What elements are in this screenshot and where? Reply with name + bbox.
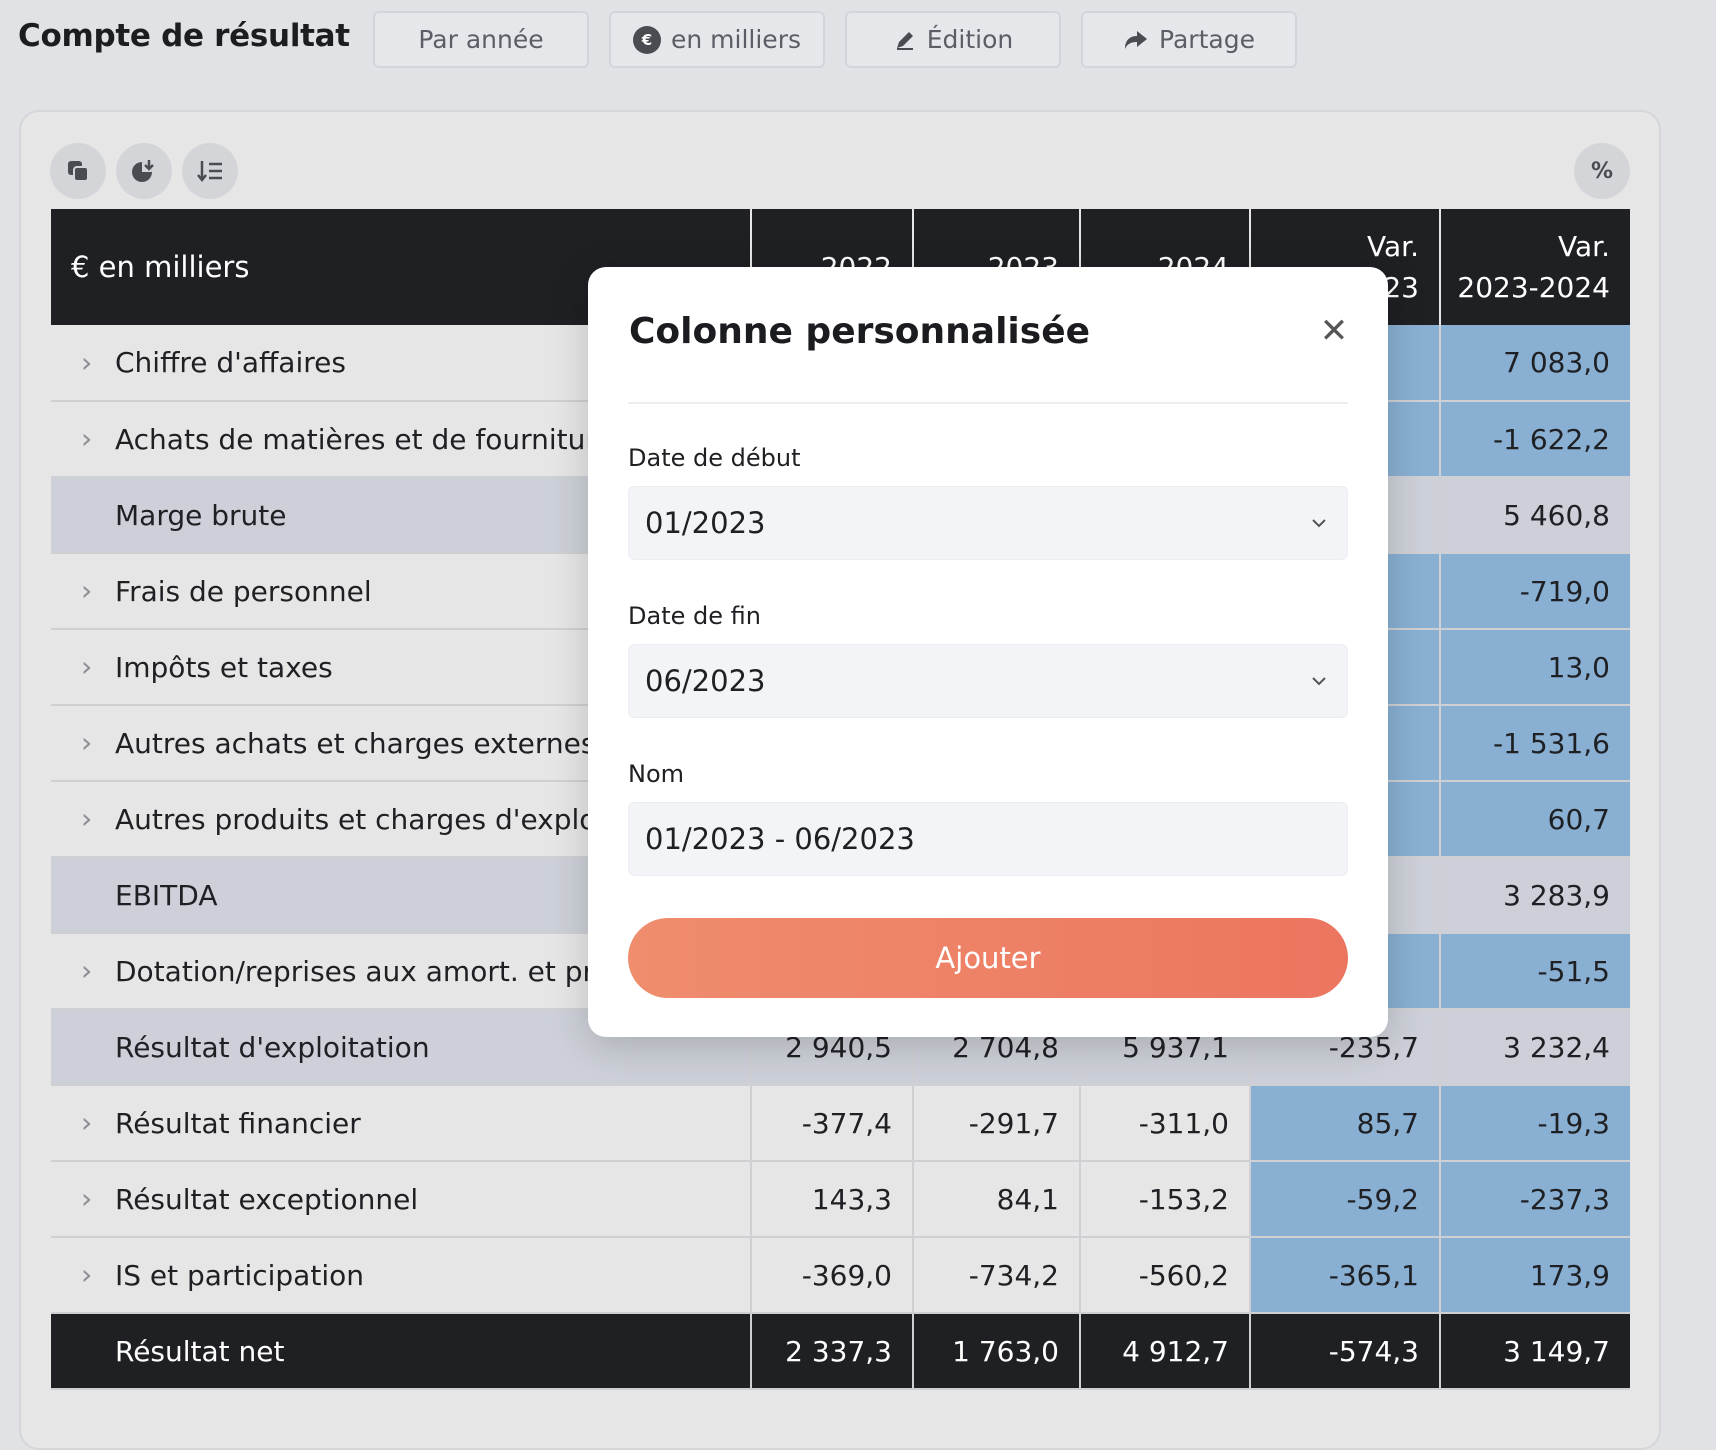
row-label: Marge brute — [115, 498, 287, 532]
value-cell: -59,2 — [1250, 1161, 1441, 1238]
chevron-right-icon[interactable]: › — [81, 725, 93, 759]
close-icon[interactable]: ✕ — [1319, 311, 1349, 351]
name-label: Nom — [628, 760, 685, 788]
chevron-right-icon[interactable]: › — [81, 1105, 93, 1139]
chevron-right-icon[interactable]: › — [81, 1181, 93, 1215]
units-button[interactable]: € en milliers — [609, 11, 825, 68]
value-cell: -574,3 — [1250, 1313, 1441, 1390]
row-label-cell: Résultat net — [51, 1313, 752, 1390]
row-label: EBITDA — [115, 878, 218, 912]
row-label: Résultat financier — [115, 1106, 361, 1140]
row-label: Impôts et taxes — [115, 650, 333, 684]
value-cell: -719,0 — [1440, 553, 1630, 630]
chevron-right-icon[interactable]: › — [81, 801, 93, 835]
row-label: Frais de personnel — [115, 574, 372, 608]
value-cell: -377,4 — [751, 1085, 914, 1162]
value-cell: 13,0 — [1440, 629, 1630, 706]
row-label: Achats de matières et de fournitures — [115, 422, 629, 456]
sort-tool-button[interactable] — [182, 143, 238, 199]
period-button[interactable]: Par année — [373, 11, 589, 68]
row-label: IS et participation — [115, 1258, 364, 1292]
value-cell: 60,7 — [1440, 781, 1630, 858]
modal-title: Colonne personnalisée — [629, 311, 1091, 352]
value-cell: -19,3 — [1440, 1085, 1630, 1162]
row-label: Résultat net — [115, 1334, 285, 1368]
row-label: Autres achats et charges externes — [115, 726, 596, 760]
copy-tool-button[interactable] — [50, 143, 106, 199]
value-cell: 143,3 — [751, 1161, 914, 1238]
row-label: Chiffre d'affaires — [115, 346, 346, 379]
custom-column-modal: Colonne personnalisée ✕ Date de début 01… — [588, 267, 1388, 1037]
chevron-right-icon[interactable]: › — [81, 345, 93, 379]
chevron-down-icon — [1312, 677, 1326, 686]
modal-divider — [628, 402, 1348, 404]
start-date-value: 01/2023 — [645, 506, 766, 540]
value-cell: 173,9 — [1440, 1237, 1630, 1314]
row-label: Résultat d'exploitation — [115, 1030, 430, 1064]
row-label-cell: › IS et participation — [51, 1237, 752, 1314]
value-cell: 5 460,8 — [1440, 477, 1630, 554]
page-title: Compte de résultat — [18, 18, 350, 54]
share-icon — [1125, 30, 1148, 49]
start-date-select[interactable]: 01/2023 — [628, 486, 1348, 560]
value-cell: -153,2 — [1080, 1161, 1251, 1238]
row-label-cell: › Résultat financier — [51, 1085, 752, 1162]
chevron-right-icon[interactable]: › — [81, 421, 93, 455]
table-row: Résultat net 2 337,3 1 763,0 4 912,7 -574,3 3… — [51, 1313, 1630, 1390]
value-cell: 7 083,0 — [1440, 325, 1630, 402]
value-cell: -291,7 — [913, 1085, 1081, 1162]
value-cell: -1 531,6 — [1440, 705, 1630, 782]
value-cell: 2 337,3 — [751, 1313, 914, 1390]
pencil-icon — [896, 31, 913, 50]
chevron-right-icon[interactable]: › — [81, 953, 93, 987]
euro-icon: € — [633, 25, 661, 54]
chevron-down-icon — [1312, 519, 1326, 528]
value-cell: -369,0 — [751, 1237, 914, 1314]
end-date-label: Date de fin — [628, 602, 761, 630]
chevron-right-icon[interactable]: › — [81, 1257, 93, 1291]
copy-icon — [68, 161, 89, 182]
share-label: Partage — [1159, 25, 1255, 54]
percent-label: % — [1590, 158, 1614, 184]
end-date-select[interactable]: 06/2023 — [628, 644, 1348, 718]
value-cell: -237,3 — [1440, 1161, 1630, 1238]
row-label-cell: › Résultat exceptionnel — [51, 1161, 752, 1238]
value-cell: -365,1 — [1250, 1237, 1441, 1314]
row-label: Résultat exceptionnel — [115, 1182, 419, 1216]
add-button[interactable]: Ajouter — [628, 918, 1348, 998]
units-label: en milliers — [671, 25, 801, 54]
period-label: Par année — [418, 25, 544, 54]
value-cell: 3 149,7 — [1440, 1313, 1630, 1390]
table-row[interactable]: › Résultat exceptionnel 143,3 84,1 -153,2 -59… — [51, 1161, 1630, 1238]
edit-label: Édition — [926, 25, 1014, 54]
name-value: 01/2023 - 06/2023 — [645, 822, 915, 856]
value-cell: 84,1 — [913, 1161, 1081, 1238]
table-row[interactable]: › Résultat financier -377,4 -291,7 -311,0 85,… — [51, 1085, 1630, 1162]
chart-export-tool-button[interactable] — [116, 143, 172, 199]
value-cell: 85,7 — [1250, 1085, 1441, 1162]
value-cell: -560,2 — [1080, 1237, 1251, 1314]
edit-button[interactable]: Édition — [845, 11, 1061, 68]
value-cell: 4 912,7 — [1080, 1313, 1251, 1390]
sort-list-icon — [197, 161, 222, 183]
chevron-right-icon[interactable]: › — [81, 573, 93, 607]
value-cell: -1 622,2 — [1440, 401, 1630, 478]
pie-chart-download-icon — [132, 160, 154, 182]
value-cell: 3 283,9 — [1440, 857, 1630, 934]
percent-toggle-button[interactable]: % — [1574, 143, 1630, 199]
value-cell: 3 232,4 — [1440, 1009, 1630, 1086]
value-cell: -51,5 — [1440, 933, 1630, 1010]
share-button[interactable]: Partage — [1081, 11, 1297, 68]
end-date-value: 06/2023 — [645, 664, 766, 698]
value-cell: -734,2 — [913, 1237, 1081, 1314]
name-input[interactable]: 01/2023 - 06/2023 — [628, 802, 1348, 876]
start-date-label: Date de début — [628, 444, 801, 472]
value-cell: -311,0 — [1080, 1085, 1251, 1162]
column-header: Var. 2023-2024 — [1440, 209, 1630, 325]
chevron-right-icon[interactable]: › — [81, 649, 93, 683]
table-row[interactable]: › IS et participation -369,0 -734,2 -560,2 -3… — [51, 1237, 1630, 1314]
value-cell: 1 763,0 — [913, 1313, 1081, 1390]
